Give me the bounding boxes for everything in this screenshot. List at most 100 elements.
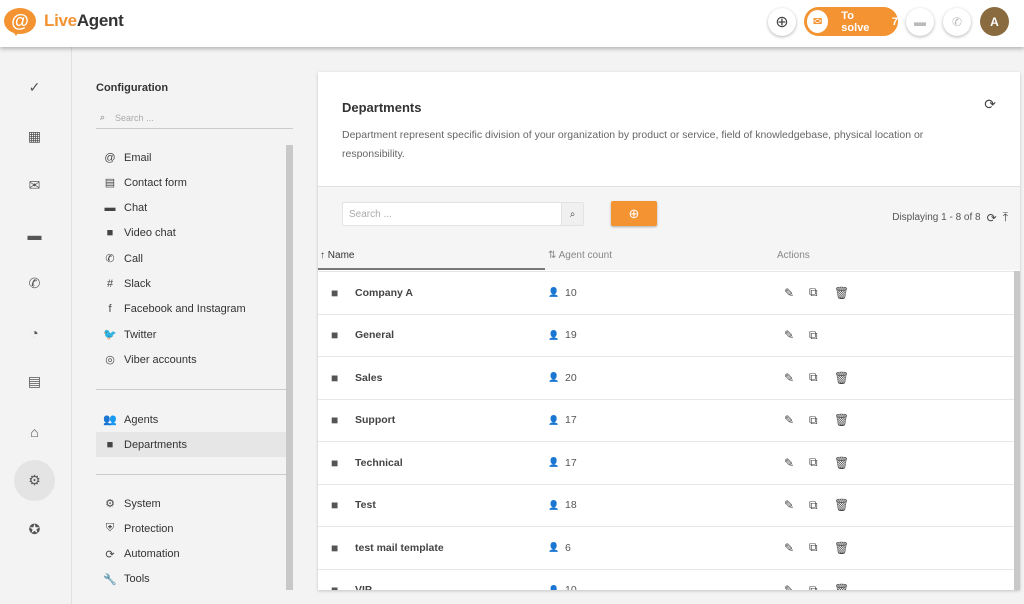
nav-mail[interactable]: ✉ [14, 165, 55, 206]
config-item-protection[interactable]: ⛨ Protection [96, 516, 286, 541]
table-row[interactable]: ■ test mail template 👤 6 ✎ ⧉ 🗑 [318, 526, 1014, 569]
table-row[interactable]: ■ Company A 👤 10 ✎ ⧉ 🗑 [318, 271, 1014, 314]
nav-settings[interactable]: ⚙ [14, 460, 55, 501]
phone-icon: ✆ [28, 275, 41, 291]
table-row[interactable]: ■ Test 👤 18 ✎ ⧉ 🗑 [318, 483, 1014, 527]
folder-icon: ■ [331, 498, 339, 513]
table-row[interactable]: ■ Sales 👤 20 ✎ ⧉ 🗑 [318, 356, 1014, 399]
config-item-agents[interactable]: 👥 Agents [96, 407, 286, 432]
department-name[interactable]: Technical [355, 456, 403, 469]
copy-icon[interactable]: ⧉ [809, 412, 818, 427]
delete-icon[interactable]: 🗑 [834, 540, 850, 555]
system-icon: ⚙ [105, 498, 115, 510]
table-row[interactable]: ■ Technical 👤 17 ✎ ⧉ 🗑 [318, 441, 1014, 484]
delete-icon[interactable]: 🗑 [834, 413, 850, 428]
copy-icon[interactable]: ⧉ [809, 370, 818, 385]
search-button[interactable]: ⌕ [561, 203, 583, 225]
config-item-automation[interactable]: ⟳ Automation [96, 542, 286, 567]
edit-icon[interactable]: ✎ [784, 540, 795, 555]
table-row[interactable]: ■ General 👤 19 ✎ ⧉ [318, 313, 1014, 357]
department-name[interactable]: Sales [355, 371, 383, 384]
delete-icon[interactable]: 🗑 [834, 498, 850, 513]
column-name-label: Name [327, 250, 355, 261]
config-search-placeholder: Search ... [115, 112, 154, 123]
config-item-tools[interactable]: 🔧 Tools [96, 567, 286, 592]
table-scrollbar[interactable] [1014, 271, 1020, 590]
edit-icon[interactable]: ✎ [784, 455, 795, 470]
department-name[interactable]: Company A [355, 286, 413, 299]
copy-icon[interactable]: ⧉ [809, 327, 818, 342]
nav-phone[interactable]: ✆ [14, 263, 55, 304]
edit-icon[interactable]: ✎ [784, 413, 795, 428]
config-item-email[interactable]: @ Email [96, 145, 286, 170]
contact-form-icon: ▤ [104, 177, 116, 190]
add-department-button[interactable]: ⊕ [611, 201, 657, 226]
add-new-button[interactable]: ⊕ [768, 8, 796, 36]
nav-chat[interactable]: ▬ [14, 214, 55, 255]
config-item-call[interactable]: ✆ Call [96, 246, 286, 271]
scroll-top-icon[interactable]: ⤒ [1002, 210, 1008, 224]
chat-status-button[interactable]: ▬ [906, 8, 934, 36]
delete-icon[interactable]: 🗑 [834, 455, 850, 470]
plus-circle-icon: ⊕ [628, 205, 640, 221]
nav-dashboard[interactable]: ▦ [14, 116, 55, 157]
folder-icon: ■ [331, 370, 339, 385]
facebook-and-instagram-icon: f [108, 303, 112, 316]
config-item-twitter[interactable]: 🐦 Twitter [96, 322, 286, 347]
copy-icon[interactable]: ⧉ [809, 582, 818, 590]
avatar[interactable]: A [980, 7, 1009, 36]
edit-icon[interactable]: ✎ [784, 498, 795, 513]
copy-icon[interactable]: ⧉ [809, 455, 818, 470]
person-icon: 👤 [548, 584, 560, 590]
config-item-facebook-and-instagram[interactable]: f Facebook and Instagram [96, 297, 286, 322]
edit-icon[interactable]: ✎ [784, 583, 794, 590]
column-header-name[interactable]: ↑ Name [320, 250, 355, 261]
nav-knowledgebase[interactable]: ⌂ [14, 411, 55, 452]
config-item-viber-accounts[interactable]: ◎ Viber accounts [96, 347, 286, 372]
nav-check-circle[interactable]: ✓ [14, 67, 55, 108]
nav-plugins[interactable]: ✪ [14, 509, 55, 550]
agent-count: 17 [565, 414, 577, 427]
refresh-icon[interactable]: ⟳ [986, 210, 997, 225]
department-name[interactable]: VIP [355, 584, 372, 590]
to-solve-button[interactable]: ✉ To solve 7 [804, 7, 898, 36]
config-search-input[interactable]: ⌕ Search ... [96, 107, 293, 129]
department-name[interactable]: Support [355, 414, 396, 427]
delete-icon[interactable]: 🗑 [834, 583, 849, 590]
config-item-slack[interactable]: # Slack [96, 272, 286, 297]
config-item-contact-form[interactable]: ▤ Contact form [96, 170, 286, 195]
logo-text-agent: Agent [76, 11, 124, 30]
config-item-system[interactable]: ⚙ System [96, 491, 286, 516]
delete-icon[interactable]: 🗑 [834, 285, 850, 300]
copy-icon[interactable]: ⧉ [809, 540, 818, 555]
nav-reports[interactable]: ◔ [14, 312, 55, 353]
config-item-label: Viber accounts [124, 353, 197, 366]
department-name[interactable]: General [355, 329, 395, 342]
edit-icon[interactable]: ✎ [784, 370, 795, 385]
copy-icon[interactable]: ⧉ [809, 497, 818, 512]
nav-contacts[interactable]: ▤ [14, 361, 55, 402]
refresh-icon[interactable]: ⟳ [984, 96, 996, 112]
config-item-label: Protection [124, 522, 174, 535]
config-item-chat[interactable]: ▬ Chat [96, 196, 286, 221]
edit-icon[interactable]: ✎ [784, 285, 795, 300]
department-name[interactable]: Test [355, 499, 376, 512]
edit-icon[interactable]: ✎ [784, 328, 795, 343]
column-agent-count-label: Agent count [558, 250, 612, 261]
settings-icon: ⚙ [28, 472, 41, 488]
department-name[interactable]: test mail template [355, 541, 444, 554]
call-status-button[interactable]: ✆ [943, 8, 971, 36]
table-row[interactable]: ■ VIP 👤 10 ✎ ⧉ 🗑 [318, 568, 1014, 590]
delete-icon[interactable]: 🗑 [834, 370, 850, 385]
config-item-video-chat[interactable]: ■ Video chat [96, 221, 286, 246]
config-scrollbar[interactable] [286, 145, 293, 590]
reports-icon: ◔ [30, 324, 39, 341]
config-item-departments[interactable]: ■ Departments [96, 432, 286, 458]
config-item-label: Facebook and Instagram [124, 303, 246, 316]
table-row[interactable]: ■ Support 👤 17 ✎ ⧉ 🗑 [318, 398, 1014, 442]
copy-icon[interactable]: ⧉ [809, 285, 818, 300]
liveagent-logo[interactable]: @ LiveAgent [4, 8, 124, 36]
departments-search-input[interactable]: Search ... ⌕ [342, 202, 584, 226]
page-title: Departments [342, 100, 422, 115]
column-header-agent-count[interactable]: ⇅ Agent count [548, 250, 612, 261]
